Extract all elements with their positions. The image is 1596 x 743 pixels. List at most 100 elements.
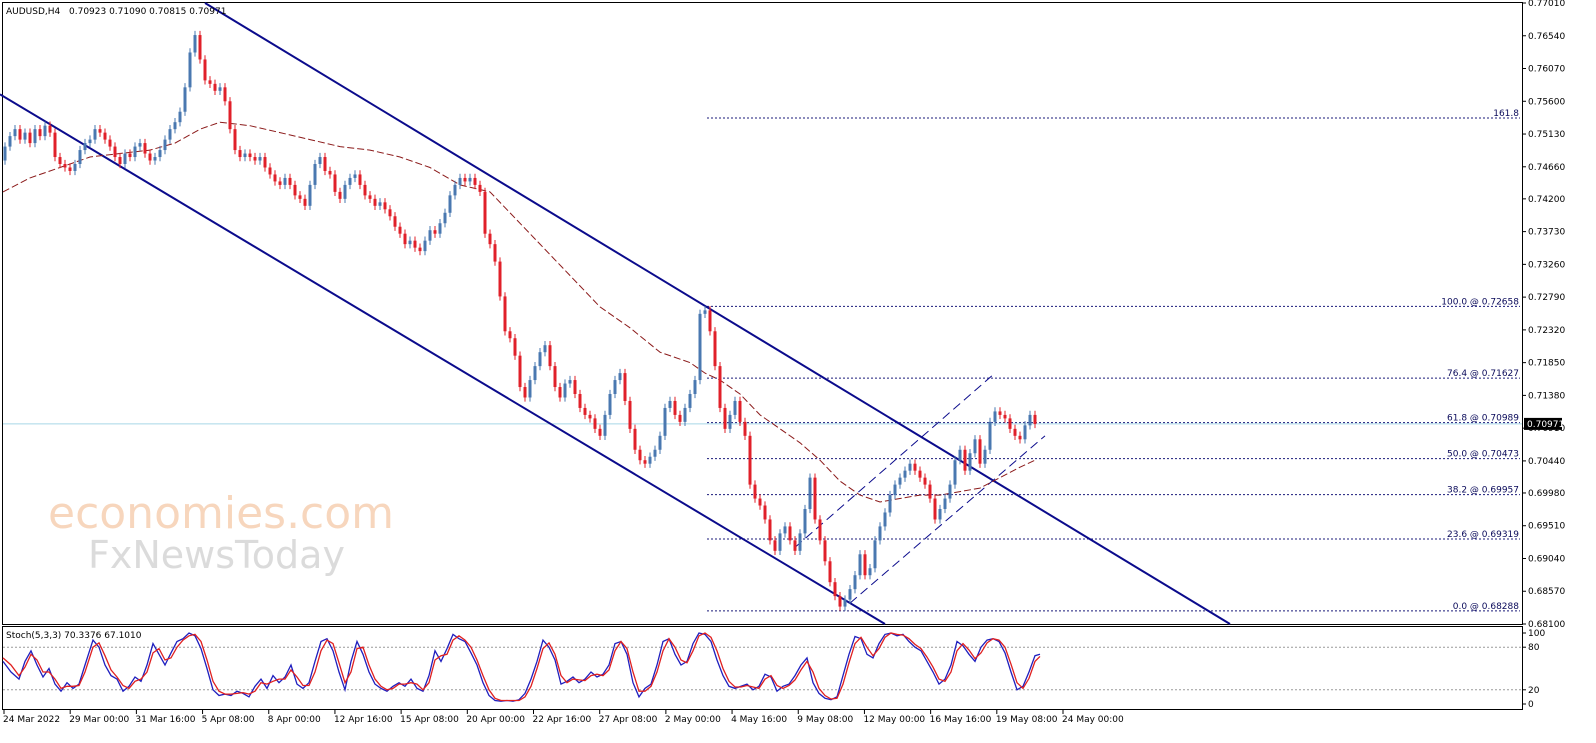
candle-body xyxy=(178,111,182,123)
stoch-tick-label: 80 xyxy=(1528,643,1540,653)
candle-body xyxy=(328,170,332,175)
candle-body xyxy=(318,157,322,164)
candle-body xyxy=(573,380,577,394)
candle-body xyxy=(668,400,672,408)
candle-body xyxy=(713,331,717,367)
candle-body xyxy=(643,460,647,464)
candle-body xyxy=(73,164,77,171)
candle-body xyxy=(448,195,452,213)
candle-body xyxy=(538,352,542,367)
candle-body xyxy=(708,310,712,332)
candle-body xyxy=(323,157,327,171)
price-tick-label: 0.72320 xyxy=(1528,326,1565,336)
current-price-badge xyxy=(1524,417,1562,430)
candle-body xyxy=(983,449,987,464)
candle-body xyxy=(53,132,57,158)
stoch-tick-label: 20 xyxy=(1528,686,1540,696)
candle-body xyxy=(478,184,482,192)
candle-body xyxy=(993,411,997,422)
candle-body xyxy=(198,35,202,60)
candle-body xyxy=(363,184,367,196)
candle-body xyxy=(48,125,52,133)
candle-body xyxy=(578,394,582,408)
candle-body xyxy=(1013,428,1017,436)
candle-body xyxy=(548,345,552,367)
candle-body xyxy=(593,418,597,429)
candle-body xyxy=(378,202,382,206)
candle-body xyxy=(953,460,957,485)
price-tick-label: 0.70440 xyxy=(1528,457,1565,467)
candle-body xyxy=(13,129,17,137)
time-tick-label: 29 Mar 00:00 xyxy=(69,715,129,725)
price-tick-label: 0.71380 xyxy=(1528,391,1565,401)
candle-body xyxy=(218,87,222,91)
candle-body xyxy=(28,132,32,144)
candle-body xyxy=(143,143,147,154)
candle-body xyxy=(373,198,377,206)
candle-body xyxy=(358,174,362,185)
candle-body xyxy=(773,540,777,551)
candle-body xyxy=(748,435,752,485)
candle-body xyxy=(998,411,1002,415)
time-tick-label: 24 May 00:00 xyxy=(1062,715,1124,725)
candle-body xyxy=(553,366,557,388)
price-tick-label: 0.75130 xyxy=(1528,130,1565,140)
candle-body xyxy=(193,35,197,53)
candle-body xyxy=(973,439,977,454)
candle-body xyxy=(498,261,502,297)
fibonacci-levels: 161.8 100.0 @ 0.72658 76.4 @ 0.71627 61.8 @… xyxy=(3,109,1522,612)
candle-body xyxy=(1023,425,1027,440)
candle-body xyxy=(1033,414,1037,424)
candle-body xyxy=(283,177,287,185)
candle-body xyxy=(353,174,357,178)
candle-body xyxy=(568,380,572,384)
candle-body xyxy=(558,387,562,398)
candle-body xyxy=(488,233,492,245)
price-tick-label: 0.76070 xyxy=(1528,65,1565,75)
candle-body xyxy=(588,414,592,419)
candle-body xyxy=(443,212,447,224)
candle-body xyxy=(278,181,282,185)
candle-body xyxy=(523,387,527,398)
candle-body xyxy=(753,484,757,499)
candle-body xyxy=(648,456,652,464)
candle-body xyxy=(843,599,847,607)
candle-body xyxy=(738,400,742,422)
candle-body xyxy=(423,240,427,252)
channel-line xyxy=(204,2,1231,625)
price-tick-label: 0.68570 xyxy=(1528,587,1565,597)
price-tick-label: 0.72790 xyxy=(1528,293,1565,303)
candle-body xyxy=(613,380,617,394)
dashed-channel-line xyxy=(849,435,1046,604)
fib-level-label: 100.0 @ 0.72658 xyxy=(1441,297,1519,307)
candle-body xyxy=(903,470,907,478)
candle-body xyxy=(123,153,127,164)
candle-body xyxy=(518,355,522,388)
candlesticks xyxy=(3,30,1037,611)
candle-body xyxy=(458,177,462,185)
candle-body xyxy=(493,244,497,262)
candle-body xyxy=(383,202,387,210)
candle-body xyxy=(1028,414,1032,426)
price-tick-label: 0.69510 xyxy=(1528,522,1565,532)
price-tick-label: 0.74660 xyxy=(1528,163,1565,173)
candle-body xyxy=(698,313,702,381)
candle-body xyxy=(763,505,767,520)
candle-body xyxy=(808,477,812,509)
candle-body xyxy=(638,449,642,461)
candle-body xyxy=(118,157,122,164)
candle-body xyxy=(98,129,102,133)
stoch-signal-line xyxy=(2,632,1041,702)
time-tick-label: 8 Apr 00:00 xyxy=(268,715,321,725)
candle-body xyxy=(633,428,637,450)
candle-body xyxy=(678,414,682,422)
candle-body xyxy=(893,484,897,496)
moving-average-line xyxy=(2,121,1036,503)
candle-body xyxy=(23,132,27,140)
price-tick-label: 0.77010 xyxy=(1528,0,1565,9)
candle-body xyxy=(513,338,517,356)
candle-body xyxy=(683,407,687,422)
time-tick-label: 5 Apr 08:00 xyxy=(202,715,255,725)
stoch-tick-label: 100 xyxy=(1528,629,1545,639)
candle-body xyxy=(138,143,142,147)
